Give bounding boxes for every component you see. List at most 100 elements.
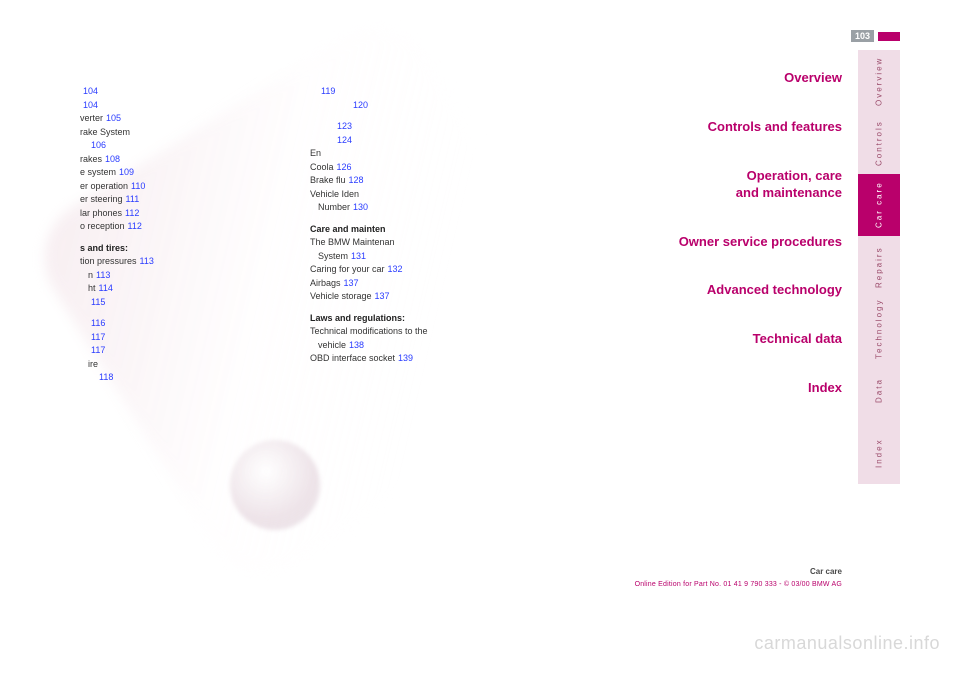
toc-entry-text: rakes	[80, 154, 102, 164]
section-heading: Technical data	[679, 331, 842, 348]
toc-entry: En	[310, 147, 520, 161]
toc-entry: Airbags137	[310, 277, 520, 291]
side-tab-data[interactable]: Data	[858, 360, 900, 422]
toc-page-link[interactable]: 137	[375, 291, 390, 301]
toc-entry-text: Vehicle storage	[310, 291, 372, 301]
toc-entry-text: lar phones	[80, 208, 122, 218]
side-tab-index[interactable]: Index	[858, 422, 900, 484]
toc-entry: Brake flu128	[310, 174, 520, 188]
toc-page-link[interactable]: 104	[83, 100, 98, 110]
toc-entry: Care and mainten	[310, 223, 520, 237]
toc-entry: vehicle138	[310, 339, 520, 353]
toc-entry: Vehicle Iden	[310, 188, 520, 202]
toc-spacer	[310, 112, 520, 120]
toc-page-link[interactable]: 112	[125, 208, 139, 218]
toc-entry: Technical modifications to the	[310, 325, 520, 339]
toc-page-link[interactable]: 105	[106, 113, 121, 123]
toc-entry: rake System	[80, 126, 290, 140]
toc-entry: Coola126	[310, 161, 520, 175]
section-heading-line: Controls and features	[679, 119, 842, 136]
toc-page-link[interactable]: 106	[91, 140, 106, 150]
section-heading: Advanced technology	[679, 282, 842, 299]
footer-edition-note: Online Edition for Part No. 01 41 9 790 …	[635, 581, 842, 588]
toc-entry: 117	[80, 344, 290, 358]
toc-entry: ire	[80, 358, 290, 372]
toc-entry-text: er steering	[80, 194, 123, 204]
toc-page-link[interactable]: 108	[105, 154, 120, 164]
toc-entry-text: o reception	[80, 221, 125, 231]
toc-entry-text: n	[88, 270, 93, 280]
section-heading-line: Owner service procedures	[679, 234, 842, 251]
toc-entry: Caring for your car132	[310, 263, 520, 277]
toc-spacer	[310, 304, 520, 312]
toc-entry: 104	[80, 99, 290, 113]
toc-entry-text: OBD interface socket	[310, 353, 395, 363]
toc-entry: 115	[80, 296, 290, 310]
toc-entry: 104	[80, 85, 290, 99]
toc-page-link[interactable]: 113	[96, 270, 110, 280]
toc-page-link[interactable]: 120	[353, 100, 368, 110]
watermark: carmanualsonline.info	[754, 633, 940, 654]
side-tab-repairs[interactable]: Repairs	[858, 236, 900, 298]
toc-page-link[interactable]: 111	[126, 194, 140, 204]
toc-page-link[interactable]: 117	[91, 332, 105, 342]
page-number: 103	[851, 30, 874, 42]
toc-entry: 118	[80, 371, 290, 385]
toc-page-link[interactable]: 117	[91, 345, 105, 355]
toc-page-link[interactable]: 131	[351, 251, 366, 261]
toc-entry-text: er operation	[80, 181, 128, 191]
toc-page-link[interactable]: 119	[321, 86, 335, 96]
section-heading-line: Technical data	[679, 331, 842, 348]
toc-page-link[interactable]: 116	[91, 318, 105, 328]
toc-entry: e system109	[80, 166, 290, 180]
toc-page-link[interactable]: 112	[128, 221, 142, 231]
toc-entry: OBD interface socket139	[310, 352, 520, 366]
toc-entry: Number130	[310, 201, 520, 215]
toc-page-link[interactable]: 118	[99, 372, 113, 382]
toc-page-link[interactable]: 138	[349, 340, 364, 350]
toc-page-link[interactable]: 104	[83, 86, 98, 96]
toc-entry-text: Brake flu	[310, 175, 346, 185]
toc-entry-text: vehicle	[318, 340, 346, 350]
toc-entry: 106	[80, 139, 290, 153]
toc-entry: The BMW Maintenan	[310, 236, 520, 250]
side-tab-controls[interactable]: Controls	[858, 112, 900, 174]
section-heading-line: and maintenance	[679, 185, 842, 202]
side-tab-car-care[interactable]: Car care	[858, 174, 900, 236]
section-heading-line: Operation, care	[679, 168, 842, 185]
toc-page-link[interactable]: 114	[99, 283, 113, 293]
toc-entry: Laws and regulations:	[310, 312, 520, 326]
toc-page-link[interactable]: 115	[91, 297, 105, 307]
toc-page-link[interactable]: 139	[398, 353, 413, 363]
toc-entry: Vehicle storage137	[310, 290, 520, 304]
section-heading: Overview	[679, 70, 842, 87]
side-tab-overview[interactable]: Overview	[858, 50, 900, 112]
toc-page-link[interactable]: 113	[140, 256, 154, 266]
section-heading: Operation, careand maintenance	[679, 168, 842, 202]
page-number-bar	[878, 32, 900, 41]
side-tab-technology[interactable]: Technology	[858, 298, 900, 360]
section-heading-line: Index	[679, 380, 842, 397]
toc-page-link[interactable]: 109	[119, 167, 134, 177]
section-heading: Index	[679, 380, 842, 397]
toc-entry: 119	[310, 85, 520, 99]
toc-entry: verter105	[80, 112, 290, 126]
toc-entry-text: ht	[88, 283, 96, 293]
toc-page-link[interactable]: 123	[337, 121, 352, 131]
section-headings: Overview Controls and features Operation, …	[679, 70, 842, 429]
toc-entry: 120	[310, 99, 520, 113]
toc-page-link[interactable]: 137	[344, 278, 359, 288]
toc-page-link[interactable]: 132	[388, 264, 403, 274]
toc-page-link[interactable]: 130	[353, 202, 368, 212]
toc-page-link[interactable]: 128	[349, 175, 364, 185]
toc-entry-text: Laws and regulations:	[310, 313, 405, 323]
toc-page-link[interactable]: 126	[337, 162, 352, 172]
toc-entry: rakes108	[80, 153, 290, 167]
toc-entry: 124	[310, 134, 520, 148]
toc-entry-text: s and tires:	[80, 243, 128, 253]
toc-page-link[interactable]: 110	[131, 181, 145, 191]
toc-column-1: 104104verter105rake System106rakes108e s…	[80, 85, 290, 385]
toc-entry-text: e system	[80, 167, 116, 177]
toc-page-link[interactable]: 124	[337, 135, 352, 145]
toc-entry-text: Airbags	[310, 278, 341, 288]
